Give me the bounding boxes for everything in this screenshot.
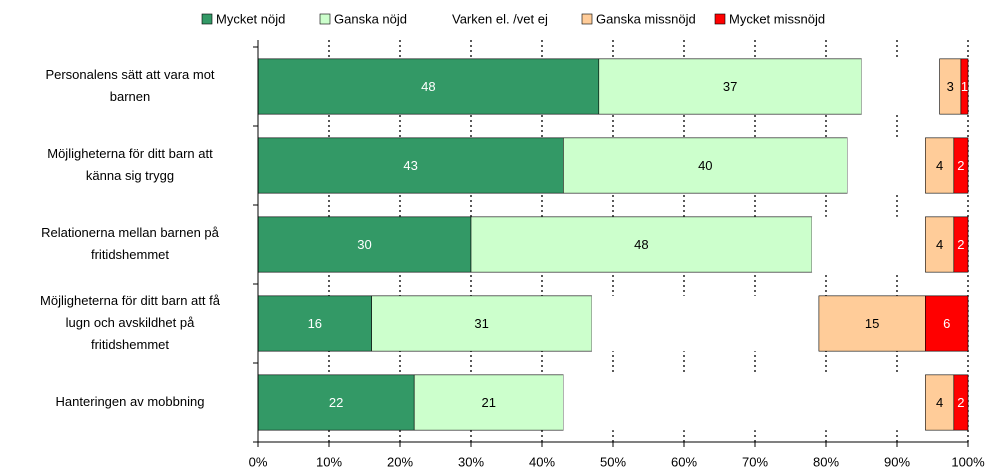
x-tick-label: 20% <box>387 454 413 469</box>
category-label: fritidshemmet <box>91 247 169 262</box>
category-label: Möjligheterna för ditt barn att få <box>40 293 221 308</box>
data-label: 3 <box>947 79 954 94</box>
data-label: 1 <box>961 79 968 94</box>
data-label: 6 <box>943 316 950 331</box>
legend-swatch <box>714 13 726 25</box>
bar-segment <box>413 374 564 431</box>
data-label: 2 <box>957 395 964 410</box>
bar-segment <box>847 137 926 194</box>
data-label: 4 <box>936 237 943 252</box>
data-label: 43 <box>403 158 417 173</box>
data-label: 22 <box>329 395 343 410</box>
bar-segment <box>925 137 955 194</box>
bar-segment <box>960 58 969 115</box>
x-tick-label: 0% <box>249 454 268 469</box>
bar-segment <box>257 295 372 352</box>
data-label: 31 <box>474 316 488 331</box>
x-tick-label: 30% <box>458 454 484 469</box>
data-label: 30 <box>357 237 371 252</box>
data-label: 15 <box>865 316 879 331</box>
bar-segment <box>925 374 955 431</box>
category-label: Relationerna mellan barnen på <box>41 225 220 240</box>
data-label: 37 <box>723 79 737 94</box>
data-label: 4 <box>936 158 943 173</box>
data-label: 16 <box>308 316 322 331</box>
bar-segment <box>811 216 926 273</box>
category-label: Möjligheterna för ditt barn att <box>47 146 213 161</box>
data-label: 2 <box>957 237 964 252</box>
bar-segment <box>861 58 940 115</box>
x-tick-label: 10% <box>316 454 342 469</box>
legend-label: Varken el. /vet ej <box>452 11 548 26</box>
data-label: 48 <box>421 79 435 94</box>
legend-swatch <box>319 13 331 25</box>
bar-segment <box>925 216 955 273</box>
data-label: 40 <box>698 158 712 173</box>
category-label: Personalens sätt att vara mot <box>45 67 214 82</box>
bar-segment <box>257 216 472 273</box>
x-tick-label: 80% <box>813 454 839 469</box>
data-label: 2 <box>957 158 964 173</box>
category-label: barnen <box>110 89 150 104</box>
legend-swatch <box>201 13 213 25</box>
legend-label: Mycket missnöjd <box>729 11 825 26</box>
x-tick-label: 50% <box>600 454 626 469</box>
legend-label: Mycket nöjd <box>216 11 285 26</box>
legend-label: Ganska nöjd <box>334 11 407 26</box>
bar-segment <box>591 295 819 352</box>
bar-segment <box>925 295 969 352</box>
category-label: lugn och avskildhet på <box>66 315 195 330</box>
x-tick-label: 40% <box>529 454 555 469</box>
bar-segment <box>953 137 969 194</box>
bar-segment <box>371 295 593 352</box>
x-tick-label: 90% <box>884 454 910 469</box>
legend-swatch <box>438 14 448 24</box>
bar-segment <box>563 374 926 431</box>
x-tick-label: 60% <box>671 454 697 469</box>
data-label: 4 <box>936 395 943 410</box>
legend-label: Ganska missnöjd <box>596 11 696 26</box>
bar-segment <box>257 374 415 431</box>
bar-segment <box>953 374 969 431</box>
bar-segment <box>818 295 926 352</box>
x-tick-label: 100% <box>951 454 985 469</box>
data-label: 48 <box>634 237 648 252</box>
legend-swatch <box>581 13 593 25</box>
category-label: Hanteringen av mobbning <box>56 394 205 409</box>
x-tick-label: 70% <box>742 454 768 469</box>
bar-segment <box>562 137 848 194</box>
category-label: fritidshemmet <box>91 337 169 352</box>
category-label: känna sig trygg <box>86 168 174 183</box>
bar-segment <box>953 216 969 273</box>
data-label: 21 <box>482 395 496 410</box>
bar-segment <box>470 216 813 273</box>
